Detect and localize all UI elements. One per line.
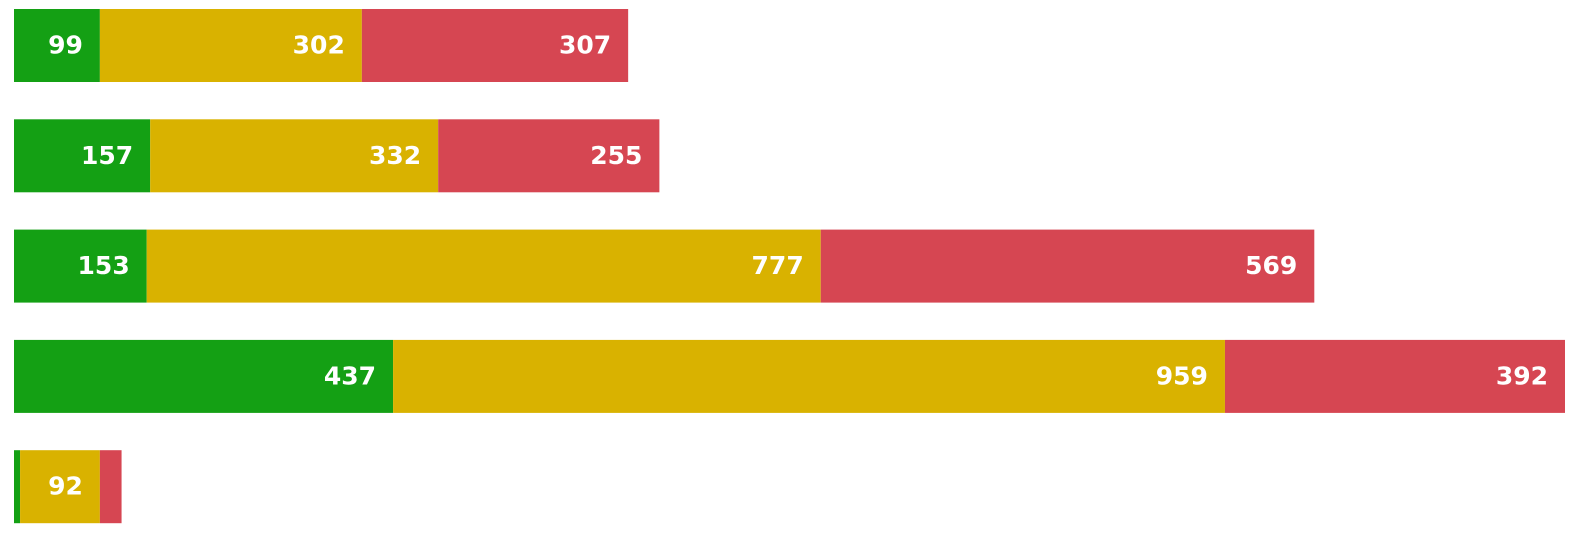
bar-segment [150,119,439,193]
data-label: 959 [1156,361,1208,390]
data-label: 392 [1496,361,1548,390]
data-label: 99 [48,31,83,60]
bar-segment [14,339,394,413]
data-label: 569 [1245,251,1297,280]
data-label: 92 [48,472,83,501]
bar-segment [820,229,1315,303]
bar-segment [14,9,100,82]
data-label: 307 [559,31,611,60]
bar-segment [146,229,821,303]
bar-segment [14,450,21,524]
bar-segment [393,339,1225,413]
bar-segment [14,229,147,303]
bar-segment [99,450,122,524]
data-label: 302 [293,31,345,60]
data-label: 777 [752,251,804,280]
data-label: 332 [369,141,421,170]
bar-segment [20,450,100,524]
bar-segment [438,119,660,193]
bar-segment [14,119,151,193]
bar-segment [1224,339,1565,413]
data-label: 153 [78,251,130,280]
bar-segment [99,9,362,82]
bar-segment [361,9,629,82]
data-label: 255 [590,141,642,170]
data-label: 437 [324,361,376,390]
data-label: 157 [81,141,133,170]
